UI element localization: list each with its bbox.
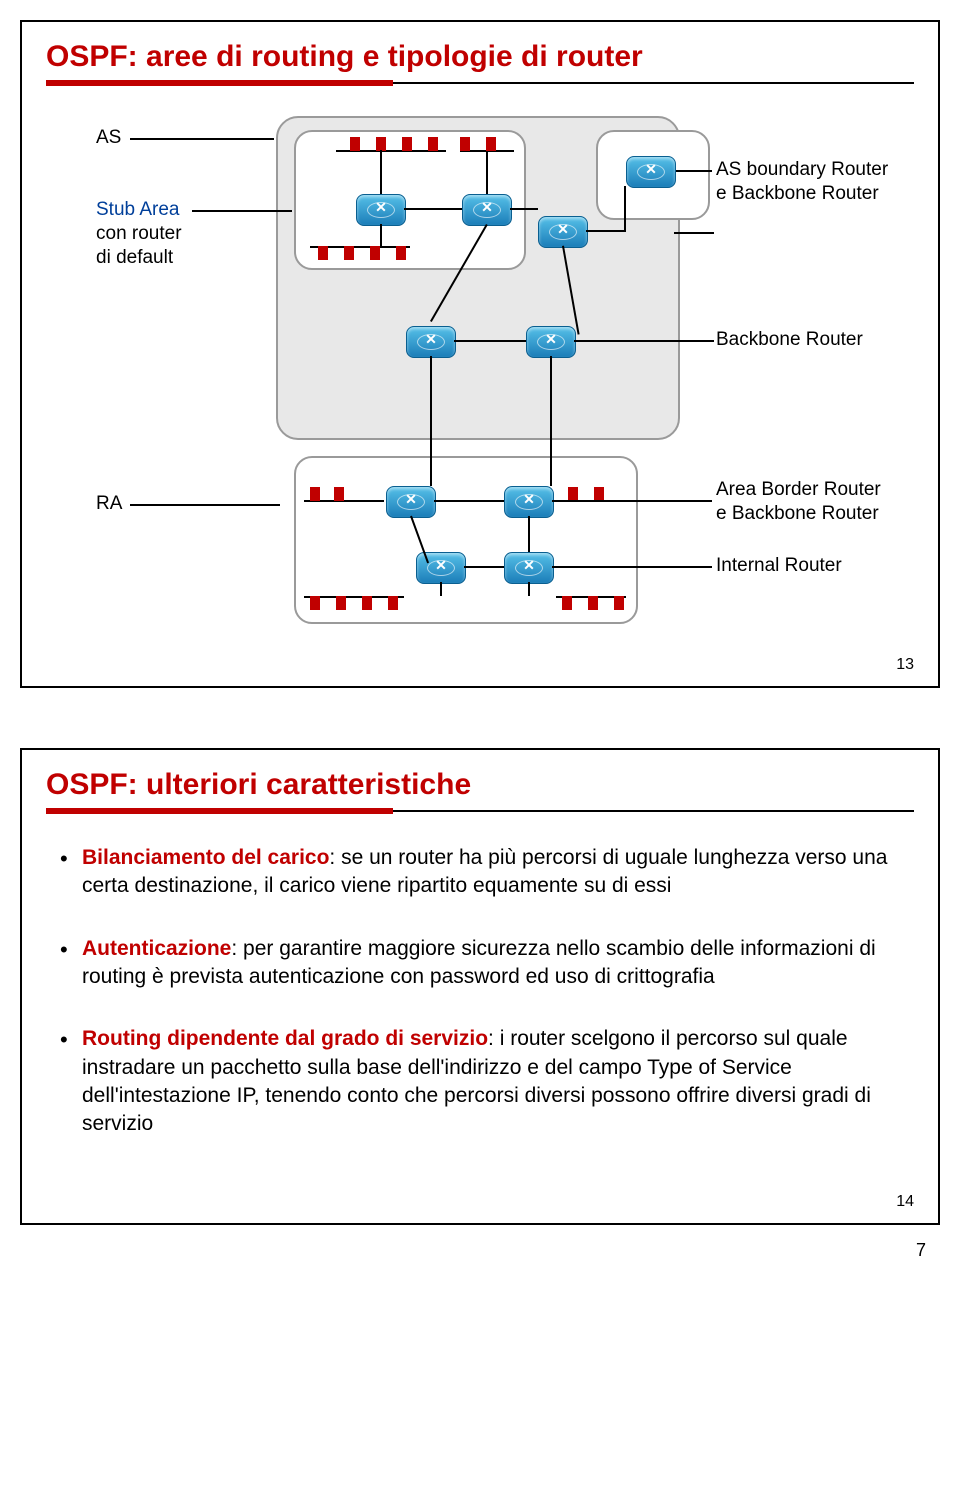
list-item: Routing dipendente dal grado di servizio… xyxy=(56,1025,904,1138)
router-icon xyxy=(386,486,436,518)
router-icon xyxy=(538,216,588,248)
text: di default xyxy=(96,247,173,268)
router-icon xyxy=(416,552,466,584)
bullet-lead: Routing dipendente dal grado di servizio xyxy=(82,1027,488,1050)
label-ra: RA xyxy=(96,492,122,516)
slide-title: OSPF: ulteriori caratteristiche xyxy=(22,750,938,808)
label-bbr: Backbone Router xyxy=(716,328,863,352)
text: AS boundary Router xyxy=(716,159,888,180)
slide-bullets: OSPF: ulteriori caratteristiche Bilancia… xyxy=(20,748,940,1225)
text: Area Border Router xyxy=(716,479,881,500)
router-icon xyxy=(356,194,406,226)
router-icon xyxy=(526,326,576,358)
text: e Backbone Router xyxy=(716,183,879,204)
text: e Backbone Router xyxy=(716,503,879,524)
label-stub-sub: con router di default xyxy=(96,222,182,270)
text: Stub Area xyxy=(96,199,179,220)
outer-page-number: 7 xyxy=(916,1240,926,1261)
router-icon xyxy=(462,194,512,226)
router-icon xyxy=(406,326,456,358)
label-asbr: AS boundary Router e Backbone Router xyxy=(716,158,888,206)
title-underline xyxy=(46,808,914,814)
ospf-diagram: AS Stub Area con router di default RA AS… xyxy=(56,116,904,636)
page-number: 14 xyxy=(896,1193,914,1211)
bullet-list: Bilanciamento del carico: se un router h… xyxy=(56,844,904,1139)
label-abr: Area Border Router e Backbone Router xyxy=(716,478,881,526)
list-item: Bilanciamento del carico: se un router h… xyxy=(56,844,904,901)
slide-title: OSPF: aree di routing e tipologie di rou… xyxy=(22,22,938,80)
label-ir: Internal Router xyxy=(716,554,842,578)
bullet-lead: Bilanciamento del carico xyxy=(82,846,329,869)
page-number: 13 xyxy=(896,656,914,674)
slide-diagram: OSPF: aree di routing e tipologie di rou… xyxy=(20,20,940,688)
label-as: AS xyxy=(96,126,121,150)
router-icon xyxy=(504,552,554,584)
bullet-lead: Autenticazione xyxy=(82,937,231,960)
label-stub: Stub Area xyxy=(96,198,179,222)
text: con router xyxy=(96,223,182,244)
router-icon xyxy=(626,156,676,188)
list-item: Autenticazione: per garantire maggiore s… xyxy=(56,935,904,992)
router-icon xyxy=(504,486,554,518)
title-underline xyxy=(46,80,914,86)
